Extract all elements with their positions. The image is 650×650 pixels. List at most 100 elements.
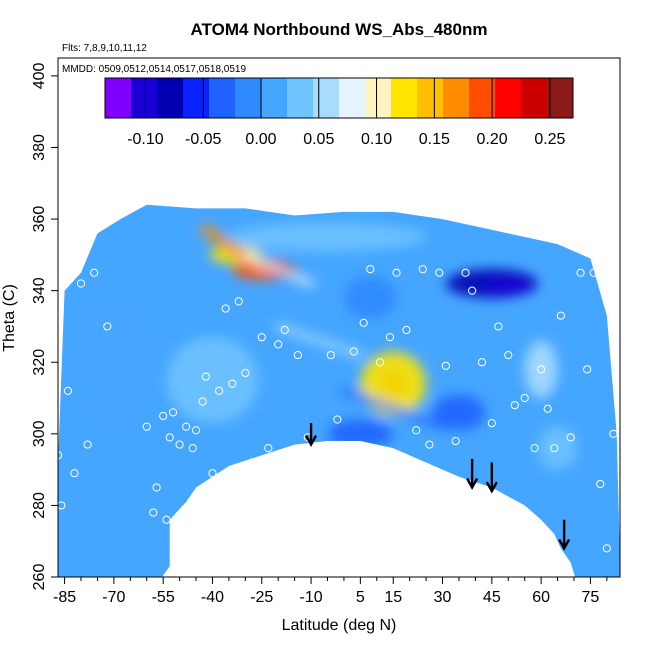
x-axis: -85 -70 -55 -40 -25 -10 5 15 30 45 60 75 xyxy=(53,577,608,606)
sample-point xyxy=(602,544,611,553)
sample-point xyxy=(435,268,444,277)
heatmap-streak xyxy=(340,387,447,431)
sample-point xyxy=(182,422,191,431)
sample-point xyxy=(191,426,201,435)
sample-point xyxy=(543,404,552,413)
sample-point xyxy=(596,479,605,489)
sample-point xyxy=(326,350,335,360)
x-tick-label: 75 xyxy=(582,589,600,606)
sample-point xyxy=(198,397,207,406)
x-tick-label: -25 xyxy=(250,589,273,606)
heatmap-anomaly xyxy=(432,394,486,431)
sample-point xyxy=(412,426,421,435)
sample-point xyxy=(152,483,161,492)
sample-point xyxy=(103,322,112,331)
sample-point xyxy=(392,268,401,277)
sample-point xyxy=(366,265,375,274)
sample-point xyxy=(247,458,257,467)
mmdd-note: MMDD: 0509,0512,0514,0517,0518,0519 xyxy=(62,64,246,75)
sample-point xyxy=(168,408,178,417)
sample-point xyxy=(221,304,230,313)
x-tick-label: 30 xyxy=(434,589,452,606)
colorbar-tick-label: 0.10 xyxy=(361,131,392,148)
sample-point xyxy=(504,350,513,360)
sample-point xyxy=(566,433,575,442)
tropopause-arrow xyxy=(558,519,571,551)
sample-point xyxy=(333,415,342,424)
x-tick-label: -55 xyxy=(152,589,175,606)
x-tick-label: -10 xyxy=(300,589,323,606)
sample-point xyxy=(264,444,273,453)
flights-note: Flts: 7,8,9,10,11,12 xyxy=(62,43,147,54)
heatmap-streak xyxy=(274,322,364,359)
sample-point xyxy=(359,318,368,327)
sample-point xyxy=(402,325,411,335)
sample-point xyxy=(589,268,598,277)
x-tick-label: 45 xyxy=(483,589,501,606)
sample-point xyxy=(274,340,283,349)
y-tick-label: 260 xyxy=(31,564,48,591)
sample-point xyxy=(70,469,79,478)
sample-point xyxy=(241,368,250,378)
sample-point xyxy=(257,333,266,342)
sample-point xyxy=(583,365,592,374)
sample-point xyxy=(83,440,92,449)
sample-point xyxy=(280,325,289,335)
sample-point xyxy=(530,444,539,453)
sample-point xyxy=(418,265,427,274)
x-tick-label: 15 xyxy=(384,589,402,606)
y-tick-label: 300 xyxy=(31,420,48,447)
sample-point xyxy=(609,429,618,438)
terrain-mask xyxy=(161,440,576,577)
sample-point xyxy=(63,386,72,395)
sample-point xyxy=(520,393,529,403)
sample-point xyxy=(208,469,217,478)
sample-point xyxy=(313,469,322,478)
sample-point xyxy=(441,361,450,370)
sample-point xyxy=(76,279,86,288)
sample-point xyxy=(165,433,174,442)
colorbar-tick-label: 0.05 xyxy=(303,131,334,148)
sample-point xyxy=(468,286,477,295)
sample-point xyxy=(487,418,496,428)
sample-point xyxy=(149,508,158,517)
y-tick-label: 320 xyxy=(31,349,48,376)
sample-point xyxy=(214,386,224,395)
x-tick-label: 5 xyxy=(356,589,365,606)
sample-point xyxy=(159,411,168,421)
colorbar-tick-label: 0.15 xyxy=(419,131,450,148)
sample-point xyxy=(90,268,99,277)
tropopause-arrow xyxy=(466,458,479,490)
heatmap-anomaly xyxy=(81,312,147,427)
sample-point xyxy=(175,440,184,449)
y-tick-label: 340 xyxy=(31,277,48,304)
chart-title: ATOM4 Northbound WS_Abs_480nm xyxy=(191,20,488,39)
y-tick-label: 380 xyxy=(31,134,48,161)
x-tick-label: -70 xyxy=(102,589,125,606)
sample-point xyxy=(537,365,546,374)
heatmap-anomaly xyxy=(228,222,427,252)
x-tick-label: -40 xyxy=(201,589,224,606)
heatmap-streak xyxy=(241,251,315,288)
colorbar-tick-label: -0.05 xyxy=(185,131,222,148)
sample-point xyxy=(425,440,434,449)
sample-point xyxy=(576,268,585,277)
sample-point xyxy=(550,444,559,453)
sample-point xyxy=(162,515,171,524)
y-tick-label: 280 xyxy=(31,492,48,519)
sample-point xyxy=(228,379,237,388)
y-tick-label: 400 xyxy=(31,62,48,89)
sample-point xyxy=(477,358,487,367)
sample-point xyxy=(494,322,503,331)
colorbar-tick-label: -0.10 xyxy=(127,131,164,148)
colorbar-gradient xyxy=(105,78,573,118)
sample-point xyxy=(201,372,210,381)
sample-point xyxy=(293,350,303,360)
heatmap-anomaly xyxy=(524,340,558,399)
colorbar-tick-label: 0.00 xyxy=(245,131,276,148)
sample-point xyxy=(349,347,358,356)
tropopause-arrow xyxy=(305,423,318,448)
sample-point xyxy=(461,268,470,277)
